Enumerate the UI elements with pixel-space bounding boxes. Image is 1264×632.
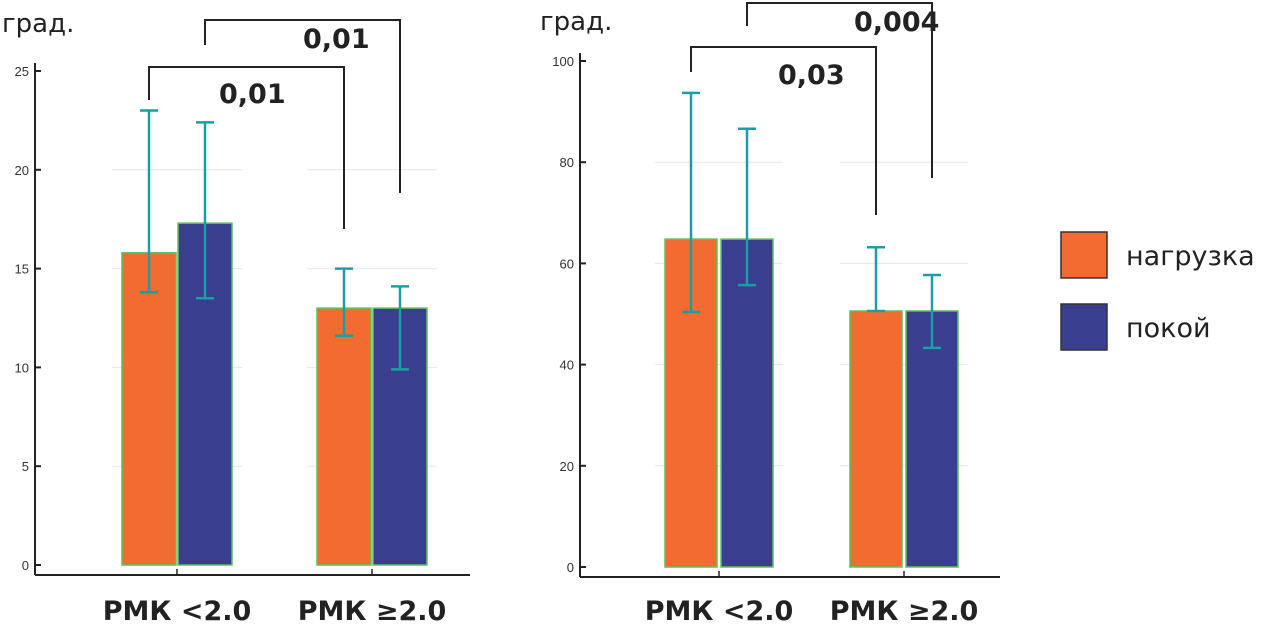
x-category-label: РМК <2.0 [103, 596, 252, 627]
y-tick-label: 25 [15, 64, 29, 79]
y-tick-label: 10 [15, 360, 29, 375]
p-value-label: 0,01 [303, 24, 370, 55]
y-tick-label: 0 [22, 558, 29, 573]
x-category-label: РМК ≥2.0 [298, 596, 447, 627]
legend-label: нагрузка [1126, 241, 1255, 272]
legend: нагрузка покой [1060, 231, 1255, 351]
legend-label: покой [1126, 313, 1211, 344]
bar [121, 252, 177, 566]
y-tick-label: 40 [560, 358, 574, 373]
p-value-label: 0,004 [854, 7, 939, 38]
significance-bracket [746, 2, 933, 178]
y-axis-unit-label: град. [2, 9, 74, 39]
bar [720, 238, 774, 568]
x-category-label: РМК <2.0 [645, 596, 794, 627]
bar [664, 238, 718, 568]
legend-swatch [1060, 231, 1108, 279]
bar [849, 310, 903, 568]
y-axis-unit-label: град. [540, 7, 612, 37]
significance-bracket [148, 66, 345, 229]
y-tick-label: 15 [15, 262, 29, 277]
significance-bracket [204, 19, 401, 193]
y-tick-label: 20 [560, 459, 574, 474]
y-tick-label: 0 [567, 560, 574, 575]
y-tick-label: 5 [22, 459, 29, 474]
p-value-label: 0,03 [778, 60, 845, 91]
bar [316, 307, 372, 566]
y-tick-label: 60 [560, 256, 574, 271]
y-tick-label: 100 [552, 54, 574, 69]
y-tick-label: 20 [15, 163, 29, 178]
p-value-label: 0,01 [219, 79, 286, 110]
chart-2: град. 0 20 40 60 80 100 РМК <2.0 РМК ≥2.0 0,03 0,0… [540, 2, 1000, 627]
bar [905, 310, 959, 568]
legend-swatch [1060, 303, 1108, 351]
y-tick-label: 80 [560, 155, 574, 170]
significance-bracket [690, 46, 877, 215]
x-category-label: РМК ≥2.0 [830, 596, 979, 627]
chart-1: град. 0 5 10 15 20 25 РМК <2.0 РМК ≥2.0 0,01 0,01 [2, 9, 470, 627]
